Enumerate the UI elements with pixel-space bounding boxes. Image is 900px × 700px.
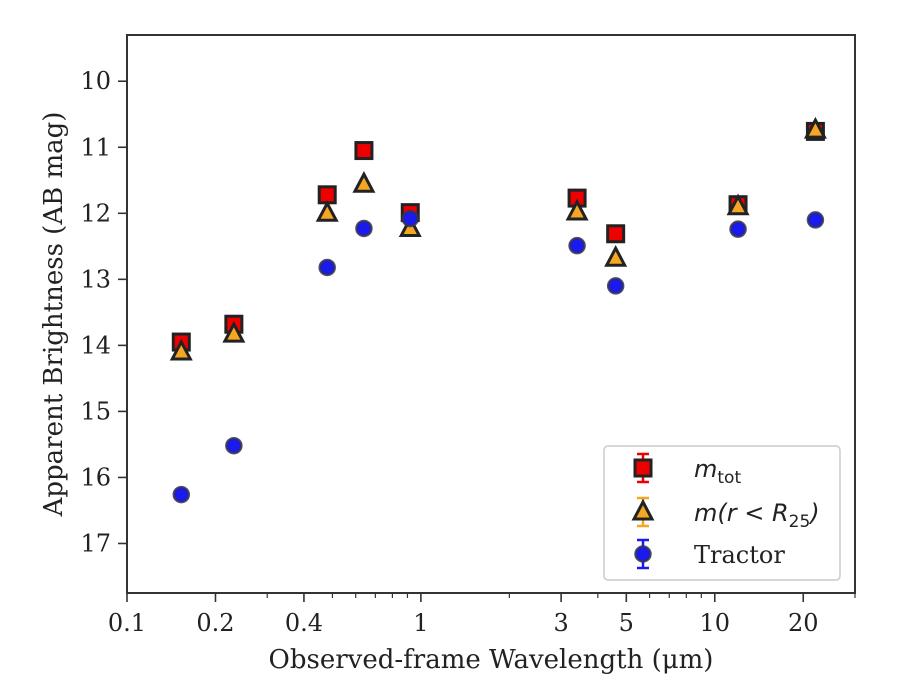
mtot-point	[354, 141, 374, 161]
x-tick-label: 0.1	[108, 609, 146, 637]
legend-label: mtot	[694, 455, 741, 488]
y-tick-label: 11	[80, 133, 111, 161]
x-tick-label: 1	[413, 609, 428, 637]
y-tick-label: 16	[80, 463, 111, 491]
legend-label: m(r < R25)	[694, 499, 820, 532]
plot-area	[126, 34, 856, 594]
x-axis-label: Observed-frame Wavelength (μm)	[269, 645, 714, 675]
legend-label: Tractor	[694, 541, 785, 569]
legend-entry: m(r < R25)	[631, 496, 820, 532]
x-tick-label: 5	[619, 609, 634, 637]
series-mr25	[169, 116, 827, 361]
x-tick-label: 0.2	[196, 609, 234, 637]
legend-marker	[634, 545, 652, 563]
mr25-point	[565, 198, 589, 221]
mr25-point	[726, 193, 750, 216]
mr25-point	[169, 338, 193, 361]
y-tick-label: 13	[80, 265, 111, 293]
x-tick-label: 20	[788, 609, 819, 637]
plot-frame	[126, 34, 856, 594]
y-tick-label: 15	[80, 397, 111, 425]
series-tractor	[172, 209, 825, 504]
mtot-point	[606, 224, 626, 244]
markers	[169, 116, 827, 504]
x-axis: 0.1 0.2 0.4 1 3 5 10 20	[108, 593, 856, 637]
legend-marker	[631, 498, 655, 521]
y-axis-label: Apparent Brightness (AB mag)	[39, 112, 69, 518]
x-tick-label: 0.4	[285, 609, 323, 637]
legend: mtot m(r < R25) Tractor	[603, 445, 841, 581]
y-tick-label: 12	[80, 199, 111, 227]
y-tick-label: 17	[80, 529, 111, 557]
x-tick-label: 3	[553, 609, 568, 637]
series-mtot	[171, 121, 825, 352]
mr25-point	[803, 116, 827, 139]
mr25-point	[222, 320, 246, 343]
legend-box	[603, 445, 841, 581]
legend-marker	[633, 458, 653, 478]
mr25-point	[604, 244, 628, 267]
x-tick-label: 10	[700, 609, 731, 637]
y-tick-label: 14	[80, 331, 111, 359]
legend-entry: mtot	[633, 452, 741, 488]
mr25-point	[315, 200, 339, 222]
y-axis: 10 11 12 13 14 15 16 17	[80, 67, 127, 557]
y-tick-label: 10	[80, 67, 111, 95]
mr25-point	[352, 171, 376, 193]
legend-entry: Tractor	[634, 538, 785, 570]
